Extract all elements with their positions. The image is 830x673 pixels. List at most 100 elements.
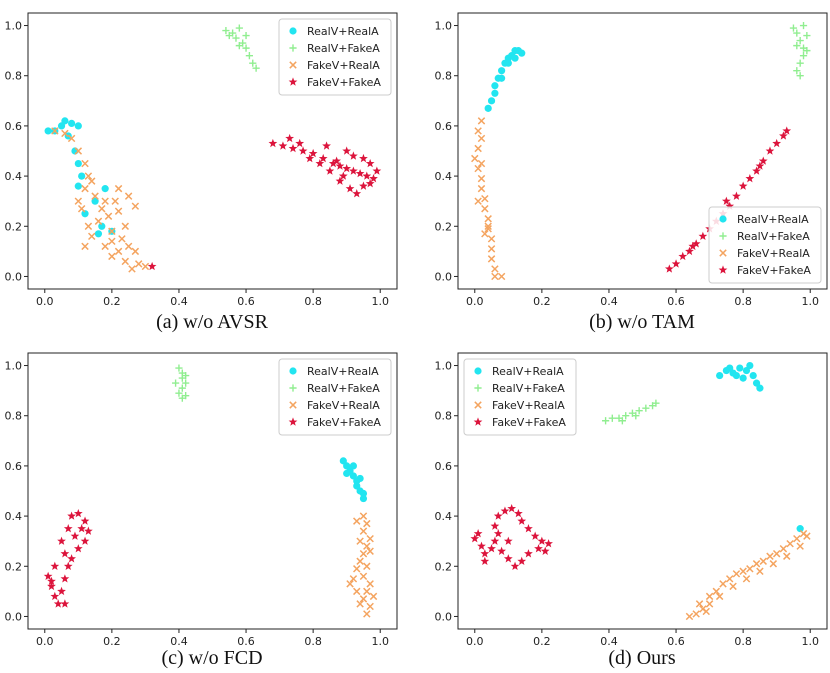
y-tick-label: 0.2: [5, 220, 23, 233]
data-point: [338, 171, 348, 180]
data-point: [328, 158, 338, 168]
data-point: [182, 392, 190, 400]
data-point: [74, 159, 82, 168]
data-point: [705, 592, 714, 601]
data-point: [498, 74, 506, 82]
data-point: [503, 536, 513, 545]
legend-marker: [474, 401, 482, 409]
legend-label: FakeV+RealA: [307, 59, 380, 72]
data-point: [793, 534, 801, 543]
legend-marker: [474, 384, 482, 392]
y-tick-label: 0.4: [5, 510, 23, 523]
data-point: [182, 379, 190, 387]
data-point: [74, 122, 82, 130]
data-point: [349, 151, 358, 160]
y-tick-label: 0.6: [435, 120, 453, 133]
legend: RealV+RealA RealV+FakeA FakeV+RealA FakeV+F…: [278, 18, 392, 96]
legend-marker: [289, 384, 297, 392]
data-point: [91, 192, 99, 200]
data-point: [104, 212, 113, 220]
axes-frame: [457, 352, 828, 630]
data-point: [803, 532, 811, 540]
data-point: [758, 156, 768, 165]
data-point: [756, 384, 764, 392]
data-point: [359, 595, 368, 603]
y-tick-label: 0.6: [435, 460, 453, 473]
data-point: [77, 524, 87, 533]
data-point: [793, 67, 801, 75]
legend-marker: [474, 367, 482, 375]
y-tick-label: 0.0: [5, 270, 23, 283]
legend-marker: [289, 367, 297, 375]
data-point: [756, 567, 764, 576]
data-point: [80, 516, 90, 525]
data-point: [477, 174, 486, 183]
data-point: [342, 146, 352, 155]
data-point: [88, 232, 96, 241]
data-point: [335, 161, 345, 170]
y-tick-label: 0.2: [435, 560, 453, 573]
data-point: [366, 534, 374, 543]
legend-marker: [288, 77, 298, 86]
y-tick-label: 0.0: [435, 270, 453, 283]
data-point: [487, 544, 496, 553]
data-point: [47, 581, 56, 591]
data-point: [477, 117, 486, 125]
data-point: [131, 202, 140, 210]
data-point: [67, 554, 76, 563]
data-point: [175, 389, 183, 397]
x-tick-label: 0.2: [103, 635, 121, 648]
x-tick-label: 0.0: [36, 295, 54, 308]
data-point: [353, 587, 361, 596]
data-point: [308, 148, 318, 158]
x-tick-label: 0.6: [237, 295, 255, 308]
x-tick-label: 0.8: [734, 295, 752, 308]
data-point: [365, 179, 375, 188]
data-point: [141, 262, 150, 271]
data-point: [739, 567, 747, 576]
data-point: [345, 184, 355, 193]
data-point: [359, 181, 368, 190]
panel-caption: (d) Ours: [608, 647, 675, 669]
data-point: [252, 64, 260, 72]
y-tick-label: 0.0: [5, 610, 23, 623]
data-point: [635, 407, 643, 415]
data-point: [343, 469, 351, 478]
data-point: [524, 549, 533, 558]
x-tick-label: 0.0: [36, 635, 54, 648]
data-point: [175, 364, 183, 372]
data-point: [242, 44, 250, 52]
data-point: [61, 117, 69, 125]
data-point: [73, 508, 83, 518]
data-point: [749, 371, 757, 380]
data-point: [70, 531, 80, 540]
data-point: [349, 462, 357, 470]
data-point: [50, 591, 60, 601]
data-point: [759, 557, 767, 565]
data-point: [510, 561, 520, 570]
y-tick-label: 1.0: [5, 360, 23, 373]
x-tick-label: 0.4: [170, 635, 188, 648]
data-point: [68, 119, 76, 127]
data-point: [356, 600, 364, 608]
data-point: [481, 204, 489, 213]
data-point: [94, 230, 103, 238]
plot-area: [43, 364, 378, 618]
data-point: [91, 197, 99, 205]
data-point: [796, 59, 804, 67]
x-tick-label: 0.6: [667, 635, 685, 648]
data-point: [769, 560, 778, 568]
data-point: [108, 227, 116, 236]
legend-label: FakeV+FakeA: [307, 416, 381, 429]
panel-caption: (b) w/o TAM: [589, 311, 695, 333]
data-point: [725, 575, 734, 583]
data-point: [746, 361, 754, 370]
data-point: [481, 194, 489, 203]
data-point: [803, 31, 811, 40]
data-point: [332, 156, 341, 165]
data-point: [298, 146, 308, 155]
data-point: [73, 544, 83, 553]
data-point: [235, 24, 243, 32]
data-point: [470, 534, 480, 543]
